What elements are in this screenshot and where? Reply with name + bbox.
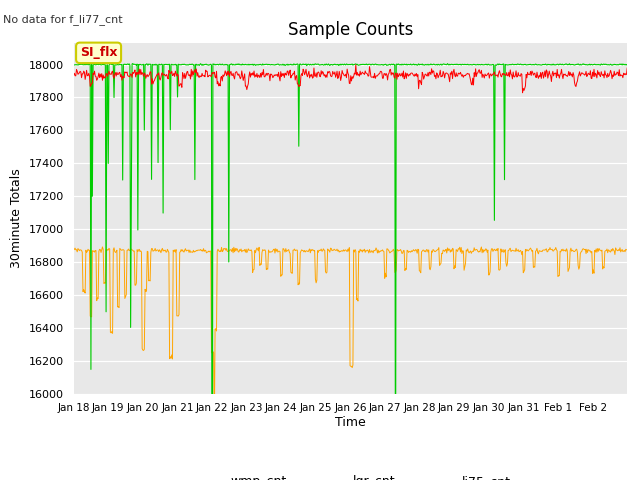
X-axis label: Time: Time	[335, 416, 366, 429]
Title: Sample Counts: Sample Counts	[288, 21, 413, 39]
Text: SI_flx: SI_flx	[80, 47, 117, 60]
Text: No data for f_li77_cnt: No data for f_li77_cnt	[3, 14, 123, 25]
Y-axis label: 30minute Totals: 30minute Totals	[10, 168, 23, 268]
Legend: wmp_cnt, lgr_cnt, li75_cnt: wmp_cnt, lgr_cnt, li75_cnt	[184, 470, 516, 480]
